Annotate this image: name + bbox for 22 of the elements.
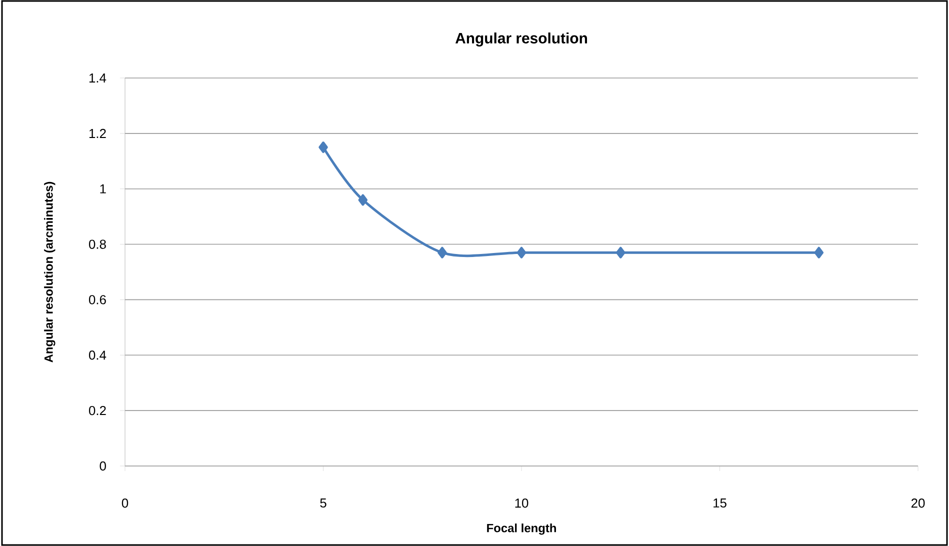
x-tick-label: 0 [122, 498, 128, 508]
y-tick-label: 1.4 [89, 74, 106, 82]
point [814, 246, 824, 258]
y-tick-label: 0.6 [88, 295, 106, 304]
y-tick-label: 0 [100, 461, 106, 471]
point [516, 246, 526, 258]
y-axis-title: Angular resolution (arcminutes) [44, 182, 56, 362]
point [318, 142, 328, 154]
y-tick-label: 1 [100, 184, 106, 194]
x-tick-label: 15 [714, 498, 726, 508]
y-tick-label: 0.8 [88, 240, 106, 249]
x-tick-label: 5 [320, 498, 326, 508]
x-tick-label: 10 [515, 498, 528, 508]
point [358, 194, 368, 206]
y-tick-label: 1.2 [89, 128, 106, 138]
x-tick-label: 20 [911, 498, 925, 508]
chart-title: Angular resolution [455, 32, 587, 46]
y-tick-label: 0.4 [88, 350, 106, 360]
y-tick-label: 0.2 [88, 406, 106, 416]
point [616, 246, 626, 258]
x-axis-title: Focal length [487, 524, 556, 535]
point [438, 246, 447, 258]
